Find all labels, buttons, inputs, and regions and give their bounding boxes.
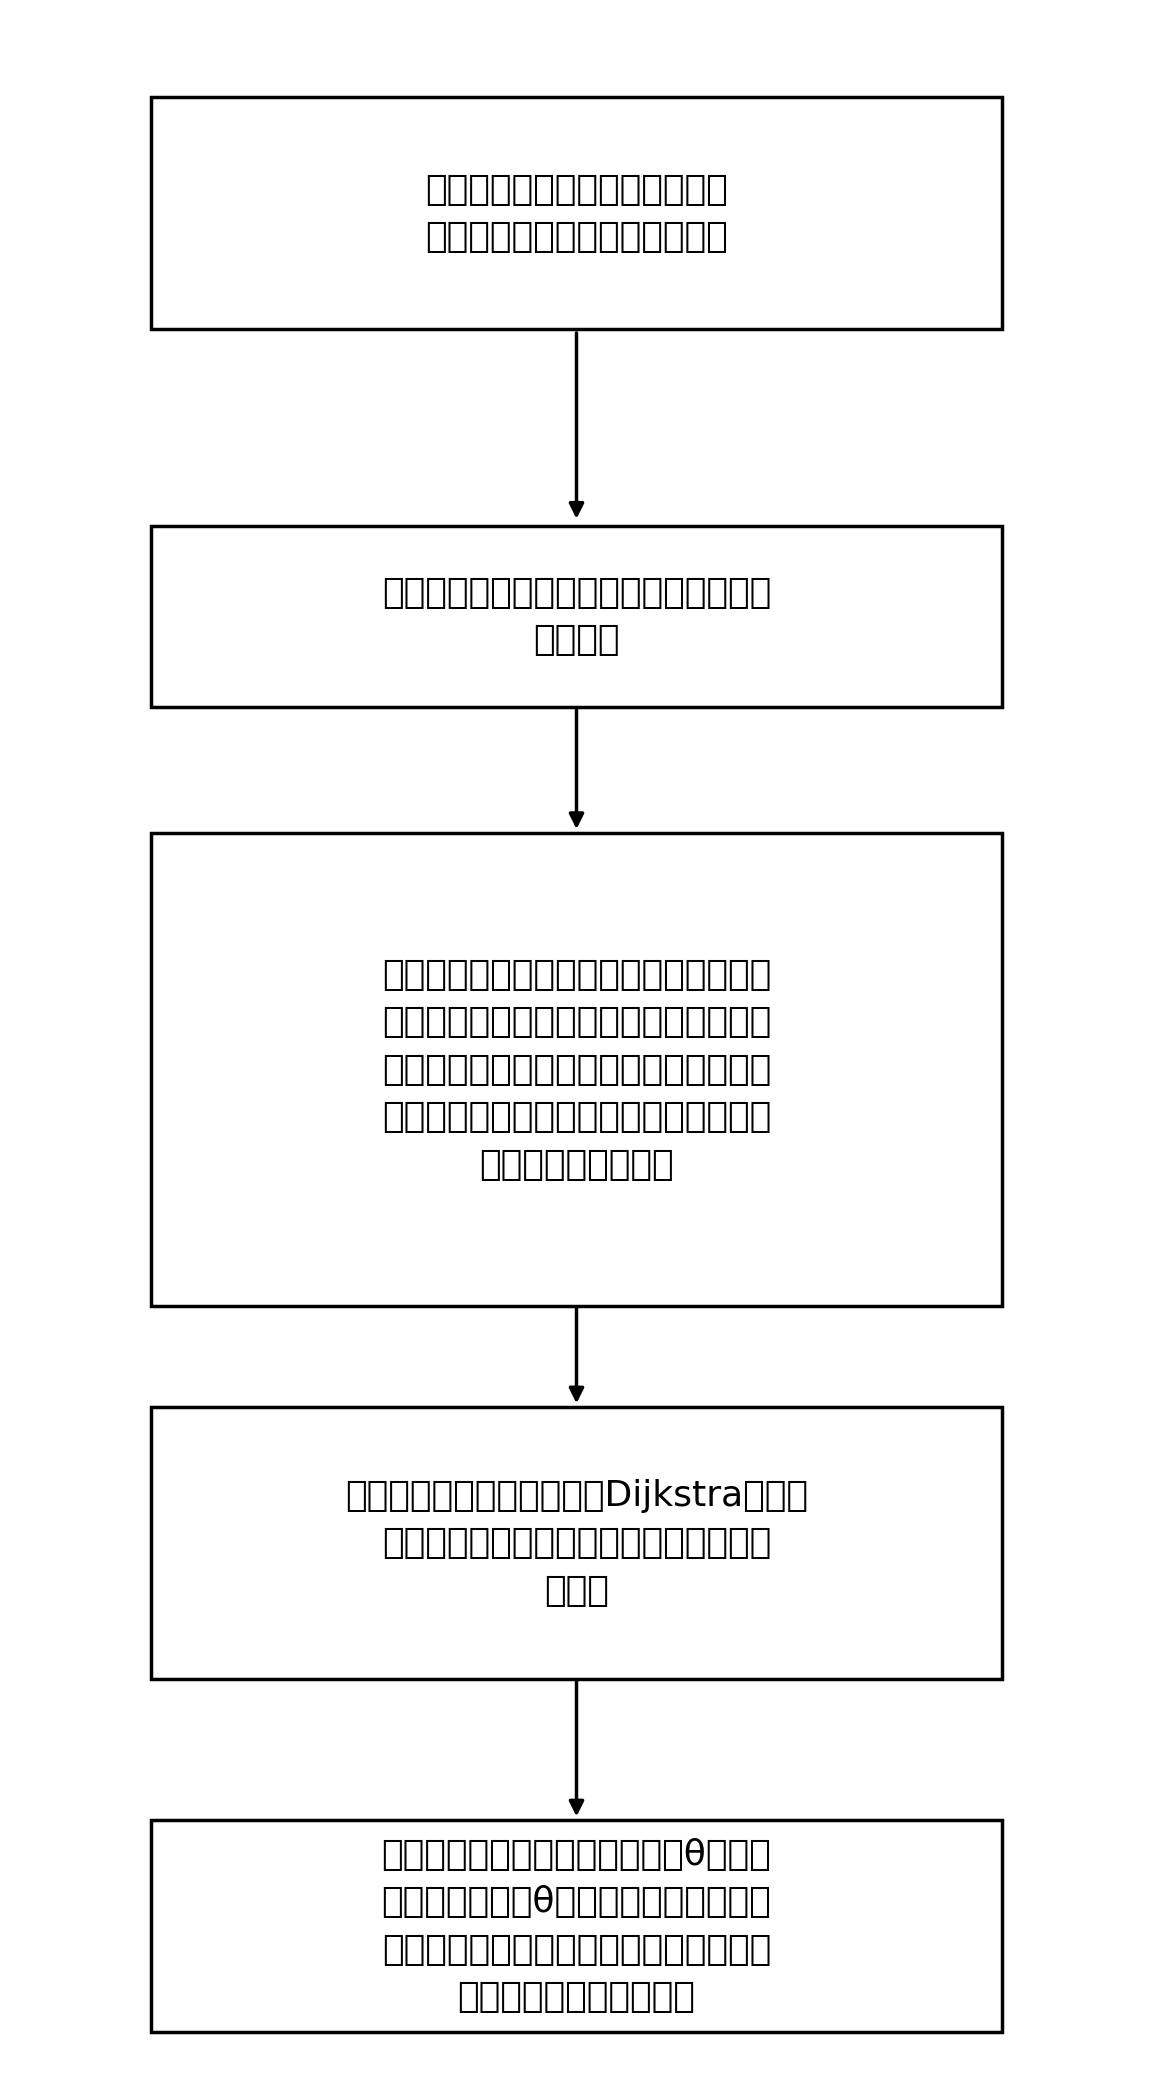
Text: 云停车场内视频车位检测终端将
检测到的车位数据上传到云平台: 云停车场内视频车位检测终端将 检测到的车位数据上传到云平台 [425, 172, 728, 254]
FancyBboxPatch shape [151, 1820, 1002, 2032]
FancyBboxPatch shape [151, 833, 1002, 1306]
FancyBboxPatch shape [151, 1406, 1002, 1679]
Text: 依据所述车位数据绘制停车场路网带权有
向示意图: 依据所述车位数据绘制停车场路网带权有 向示意图 [382, 575, 771, 657]
Text: 依据所述路网带权有向示意图建立最优泊
位模型，所述最优泊位模型为相对驾驶距
离与最短驾驶距离、步行距离、步行速度
相对驾驶速度系数和区域车位使用率相对
函数之间: 依据所述路网带权有向示意图建立最优泊 位模型，所述最优泊位模型为相对驾驶距 离与… [382, 957, 771, 1182]
Text: 计算所有空车位的相对驾驶距离θ值，所
有相对驾驶距离θ值集合中的最小值即为
所对应的泊位即为最优泊位，所述最优泊
位对应的路径为最优路径: 计算所有空车位的相对驾驶距离θ值，所 有相对驾驶距离θ值集合中的最小值即为 所对… [382, 1839, 771, 2015]
Text: 依据所述最优泊位模型利用Dijkstra优化算
法计算所有空车位最短驾驶距离和最短步
行距离: 依据所述最优泊位模型利用Dijkstra优化算 法计算所有空车位最短驾驶距离和最… [345, 1478, 808, 1608]
FancyBboxPatch shape [151, 97, 1002, 330]
FancyBboxPatch shape [151, 525, 1002, 707]
